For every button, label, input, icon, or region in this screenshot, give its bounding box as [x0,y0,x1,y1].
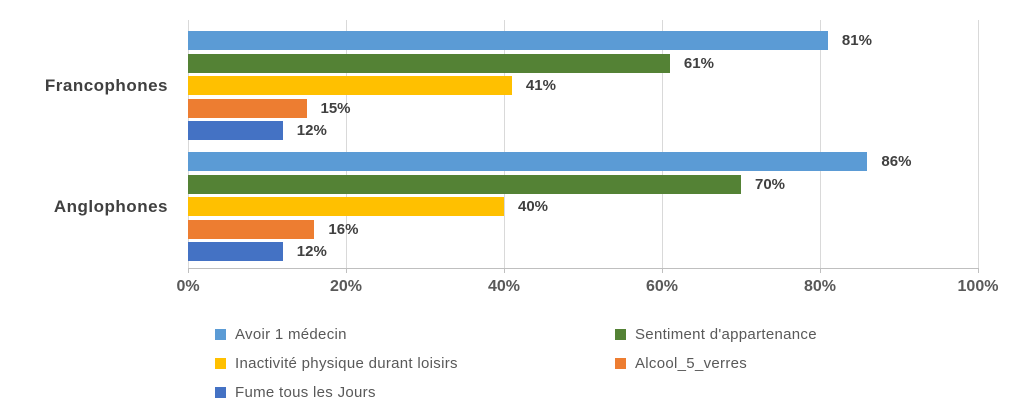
legend-swatch-icon [215,357,226,369]
legend-swatch-icon [215,386,226,398]
bar-value-label: 41% [525,77,556,94]
bar-anglophones-series-1 [188,174,741,194]
legend-label: Avoir 1 médecin [235,325,347,343]
x-axis-tick-label: 60% [645,278,679,295]
bar-anglophones-series-0 [188,152,868,171]
legend-item-series-0: Avoir 1 médecin [215,323,615,345]
axis-tickmark [188,268,189,273]
x-axis-tick-label: 40% [487,278,521,295]
bar-value-label: 40% [518,198,549,215]
legend-swatch-icon [215,328,226,340]
bar-value-label: 12% [296,243,327,260]
gridline [978,20,979,268]
legend-label: Fume tous les Jours [235,383,376,401]
bar-francophones-series-0 [188,31,828,50]
x-axis-tick-label: 80% [803,278,837,295]
x-axis-line [188,268,979,269]
bar-value-label: 81% [841,32,872,49]
legend: Avoir 1 médecin Sentiment d'appartenance I… [215,323,1011,403]
legend-item-series-3: Alcool_5_verres [615,352,1011,374]
x-axis-tick-label: 20% [329,278,363,295]
legend-swatch-icon [615,357,626,369]
axis-tickmark [504,268,505,273]
legend-swatch-icon [615,328,626,340]
gridline [346,20,347,268]
category-label-anglophones: Anglophones [53,197,168,216]
gridline [820,20,821,268]
plot-area: 81% 61% 41% 15% 12% 86% 70% 40% 16% 12% [188,20,979,273]
bar-value-label: 61% [683,54,714,72]
x-axis-tick-label: 100% [957,278,999,295]
bar-francophones-series-4 [188,121,283,140]
gridline [504,20,505,268]
axis-tickmark [978,268,979,273]
bar-anglophones-series-4 [188,242,283,261]
bar-value-label: 86% [881,153,912,170]
legend-label: Sentiment d'appartenance [635,325,817,343]
category-label-francophones: Francophones [44,76,168,95]
x-axis-tick-label: 0% [176,278,200,295]
bar-value-label: 70% [755,175,786,193]
bar-anglophones-series-2 [188,197,504,216]
legend-item-series-4: Fume tous les Jours [215,381,615,403]
bar-francophones-series-2 [188,76,512,95]
axis-tickmark [346,268,347,273]
bar-francophones-series-3 [188,98,307,118]
legend-item-series-2: Inactivité physique durant loisirs [215,352,615,374]
bar-value-label: 15% [320,99,351,117]
gridline [188,20,189,268]
bar-anglophones-series-3 [188,219,315,239]
axis-tickmark [820,268,821,273]
legend-item-series-1: Sentiment d'appartenance [615,323,1011,345]
legend-label: Inactivité physique durant loisirs [235,354,458,372]
legend-label: Alcool_5_verres [635,354,748,372]
bar-francophones-series-1 [188,53,670,73]
bar-value-label: 12% [296,122,327,139]
axis-tickmark [662,268,663,273]
bar-value-label: 16% [328,220,359,238]
gridline [662,20,663,268]
